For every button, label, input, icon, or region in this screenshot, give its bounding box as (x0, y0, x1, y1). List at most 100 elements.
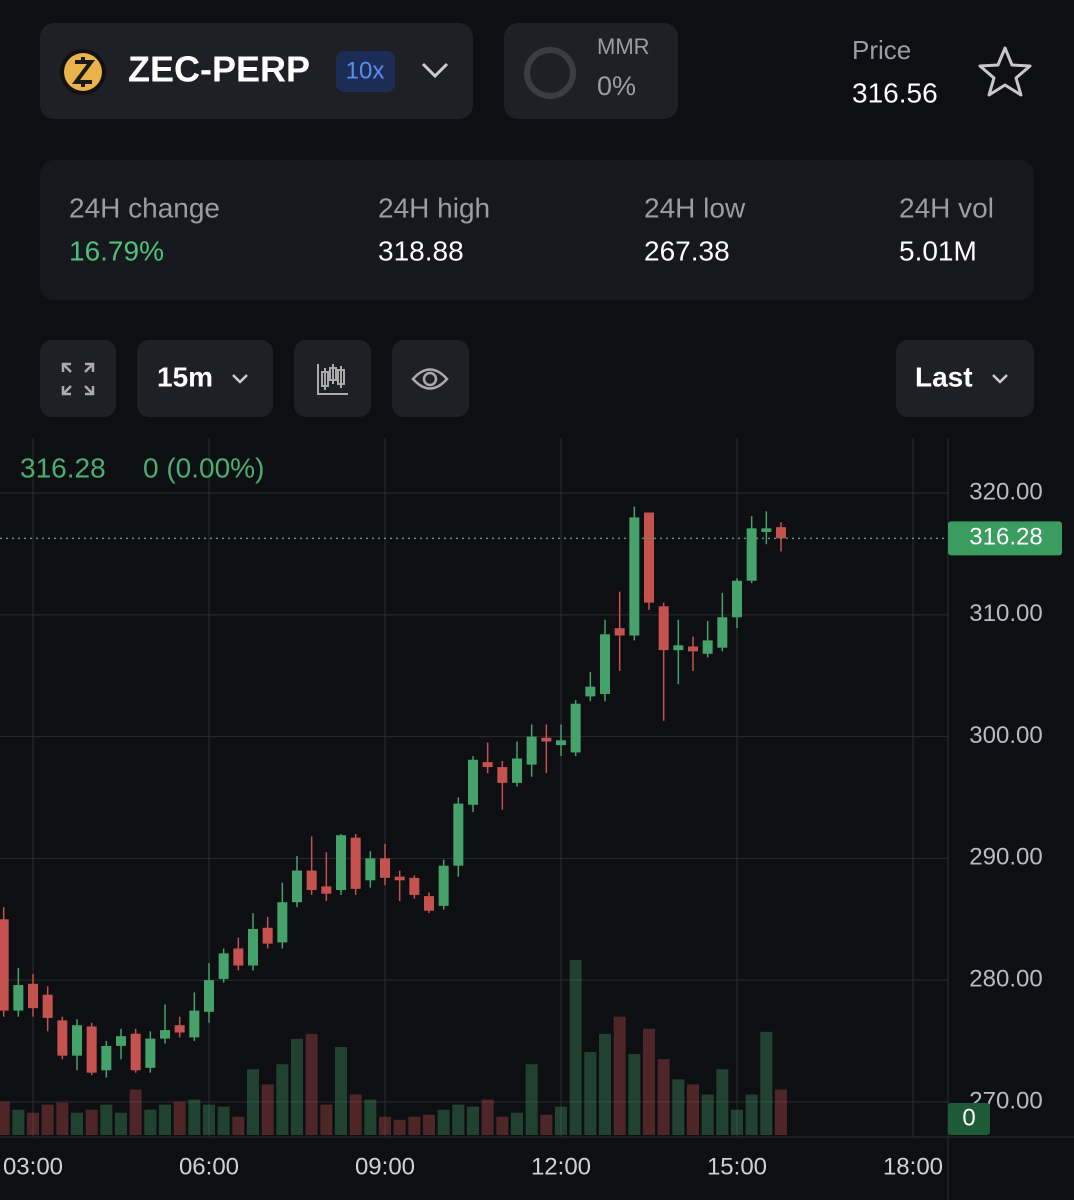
symbol-panel[interactable] (40, 23, 473, 119)
candle-body (218, 953, 229, 979)
volume-bar (173, 1101, 186, 1135)
volume-bar (320, 1104, 333, 1135)
volume-bar (745, 1094, 758, 1135)
button[interactable] (137, 340, 273, 417)
last-price-tag (948, 521, 1062, 556)
candle-body (262, 927, 273, 944)
volume-bar (364, 1099, 377, 1135)
y-tick-label: 290.00 (969, 844, 1042, 871)
stat-label: 24H vol (899, 192, 994, 223)
volume-tag (948, 1103, 990, 1135)
chevron (421, 62, 449, 79)
interval: 15m (157, 361, 213, 392)
candle-body (761, 528, 772, 533)
candle-body (394, 876, 405, 881)
volume-bar (393, 1119, 406, 1135)
y-tick-label: 310.00 (969, 600, 1042, 627)
icon (422, 371, 438, 387)
candle-body (555, 740, 566, 746)
stat-label: 24H change (69, 192, 220, 223)
volume-bar (584, 1052, 597, 1135)
candle-body (438, 865, 449, 906)
candle-body (115, 1036, 126, 1046)
volume-bar (334, 1046, 347, 1135)
volume-bar (510, 1112, 523, 1135)
volume-bar (290, 1038, 303, 1135)
volume-bar (70, 1112, 83, 1135)
volume-bar (496, 1116, 509, 1135)
symbol-selector[interactable]: ZEC-PERP 10x (40, 23, 473, 119)
mmr-label: MMR (597, 34, 650, 59)
volume-bar (158, 1104, 171, 1135)
volume-bar (774, 1089, 787, 1135)
candle-body (42, 994, 53, 1018)
stat-value: 5.01M (899, 235, 977, 266)
candle-body (599, 634, 610, 694)
legend-price: 316.28 (20, 452, 106, 483)
x-tick-label: 15:00 (707, 1153, 767, 1180)
chart-type-button[interactable] (294, 340, 371, 417)
chevron (232, 374, 248, 384)
candle-body (541, 737, 552, 742)
button[interactable] (896, 340, 1034, 417)
candle-body (717, 617, 728, 648)
interval-button[interactable]: 15m (137, 340, 273, 417)
visibility-button[interactable] (392, 340, 469, 417)
volume-bar (730, 1109, 743, 1135)
favorite-star[interactable] (978, 46, 1032, 97)
volume-bar (672, 1079, 685, 1135)
volume-bar (701, 1094, 714, 1135)
mmr-value: 0% (597, 71, 636, 101)
y-tick-label: 280.00 (969, 965, 1042, 992)
candle-body (409, 877, 420, 895)
volume-bar (26, 1112, 39, 1135)
volume-bar (100, 1104, 113, 1135)
volume-bar (760, 1031, 773, 1135)
volume-bar (56, 1102, 69, 1135)
candle-body (482, 762, 493, 768)
stat-value: 318.88 (378, 235, 464, 266)
volume-bar (481, 1099, 494, 1135)
fullscreen-button[interactable] (40, 340, 116, 417)
candle-body (453, 803, 464, 866)
candle-body (174, 1025, 185, 1033)
volume-bar (686, 1084, 699, 1135)
candle-body (0, 919, 9, 1011)
candle-body (130, 1033, 141, 1071)
x-tick-label: 03:00 (3, 1153, 63, 1180)
button[interactable] (40, 340, 116, 417)
last-price-label: 316.28 (969, 524, 1042, 551)
button[interactable] (392, 340, 469, 417)
candle-body (570, 703, 581, 753)
candle-body (86, 1026, 97, 1073)
volume-bar (144, 1109, 157, 1135)
candle-body (775, 527, 786, 539)
candle-body (467, 759, 478, 805)
volume-bar (232, 1116, 245, 1135)
candle-body (526, 736, 537, 765)
candle-body (585, 686, 596, 697)
volume-bar (276, 1064, 289, 1135)
candle-body (57, 1020, 68, 1056)
icon (411, 368, 449, 390)
x-tick-label: 06:00 (179, 1153, 239, 1180)
price-label: Price (852, 35, 911, 65)
x-tick-label: 18:00 (883, 1153, 943, 1180)
candle-body (145, 1038, 156, 1068)
candle-body (687, 646, 698, 652)
price-source-button[interactable]: Last (896, 340, 1034, 417)
candle-body (365, 858, 376, 881)
candle-body (497, 767, 508, 783)
candle-body (291, 870, 302, 903)
candle-body (379, 858, 390, 878)
icon (61, 362, 95, 396)
candle-body (423, 896, 434, 911)
volume-bar (261, 1084, 274, 1135)
leverage-pill (336, 51, 395, 92)
candle-body (731, 580, 742, 618)
volume-bar (422, 1114, 435, 1135)
candle-body (13, 985, 24, 1011)
volume-tick-label: 0 (962, 1104, 975, 1131)
candle-body (673, 645, 684, 651)
